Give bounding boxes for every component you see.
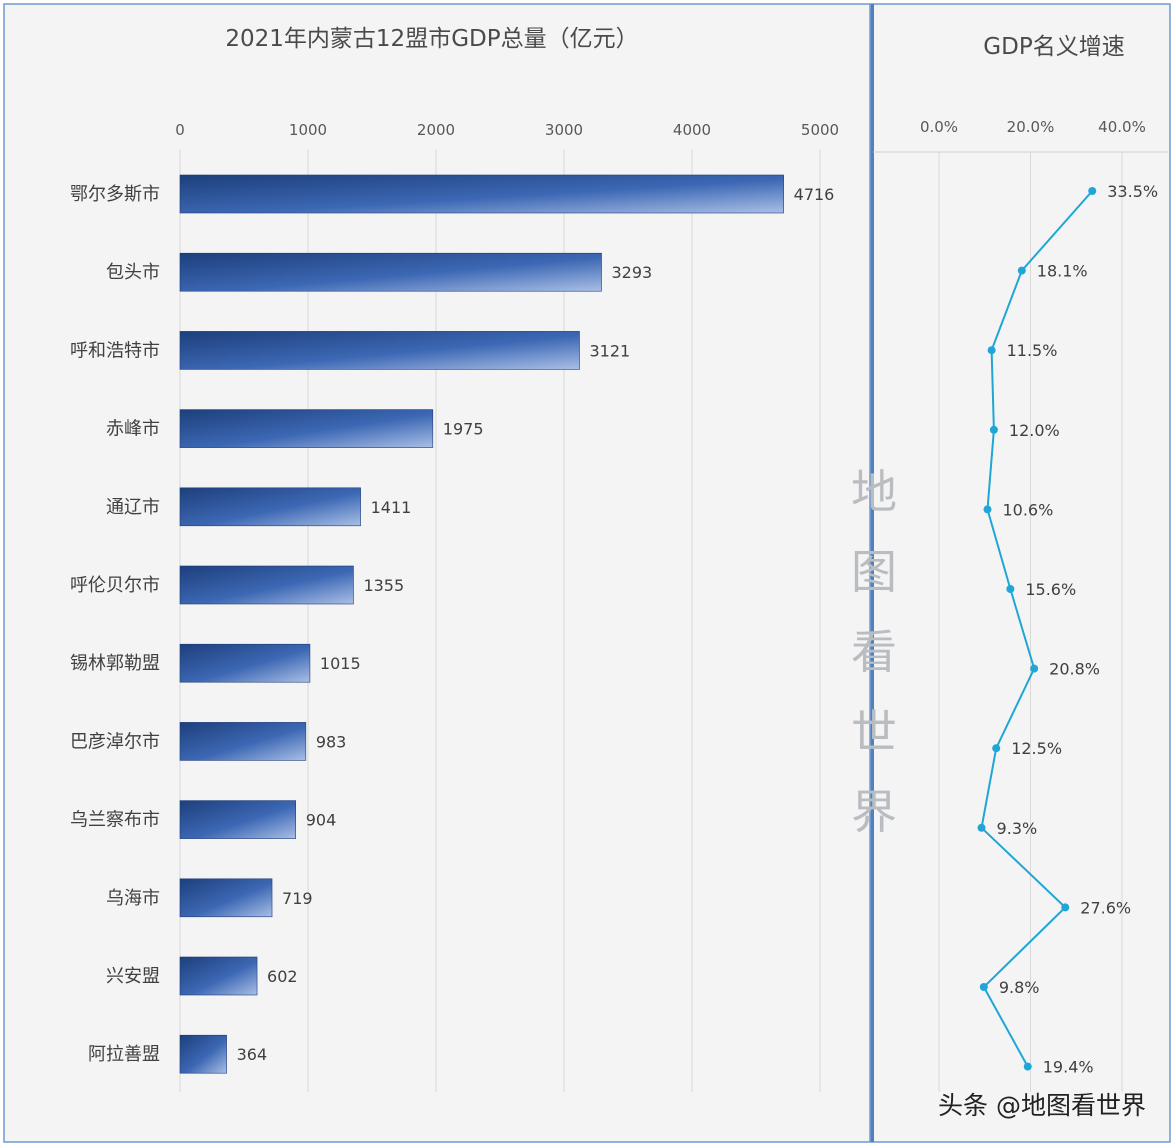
watermark-char: 图	[851, 545, 897, 599]
bar	[179, 722, 307, 761]
bar	[179, 565, 354, 605]
bar	[179, 331, 580, 370]
line-value-labels: 33.5% 18.1% 11.5% 12.0% 10.6% 15.6% 20.8% 12.5%…	[997, 182, 1159, 1077]
bar-tick-label: 3000	[545, 121, 583, 139]
line-tick-label: 0.0%	[920, 118, 958, 136]
category-label: 锡林郭勒盟	[70, 653, 160, 674]
bar-tick-label: 2000	[417, 121, 455, 139]
bar-value-label: 1411	[371, 498, 412, 517]
growth-point	[987, 346, 996, 355]
category-label: 包头市	[106, 262, 160, 283]
growth-value-label: 9.3%	[997, 819, 1038, 838]
bar-gridlines	[179, 150, 821, 1092]
growth-value-label: 20.8%	[1049, 660, 1100, 679]
line-axis-ticks: 0.0% 20.0% 40.0%	[920, 118, 1146, 136]
bar	[179, 800, 297, 839]
line-chart-title: GDP名义增速	[983, 34, 1124, 60]
growth-value-label: 12.0%	[1009, 421, 1060, 440]
bar-value-label: 1975	[443, 420, 484, 439]
category-label: 乌海市	[106, 888, 160, 909]
bar	[179, 174, 784, 214]
growth-line	[980, 190, 1094, 1068]
bar-value-label: 3293	[612, 263, 653, 282]
line-series	[977, 187, 1097, 1071]
bar	[179, 956, 258, 996]
growth-point	[977, 823, 986, 832]
bar	[179, 487, 361, 527]
growth-value-label: 19.4%	[1043, 1058, 1094, 1077]
watermark-char: 界	[851, 785, 897, 839]
category-label: 鄂尔多斯市	[70, 184, 160, 205]
bar-value-label: 1015	[320, 654, 361, 673]
growth-point	[979, 983, 988, 991]
bar-category-labels: 鄂尔多斯市包头市呼和浩特市赤峰市通辽市呼伦贝尔市锡林郭勒盟巴彦淖尔市乌兰察布市乌…	[70, 184, 160, 1065]
category-label: 通辽市	[106, 497, 160, 518]
watermark-char: 看	[851, 625, 897, 679]
line-tick-label: 20.0%	[1007, 118, 1055, 136]
bar	[179, 409, 434, 448]
bar	[179, 643, 311, 683]
growth-point	[1006, 585, 1015, 593]
category-label: 赤峰市	[106, 419, 160, 440]
bar-value-label: 719	[282, 889, 313, 908]
bar-value-label: 4716	[794, 185, 835, 204]
bar-value-label: 3121	[589, 341, 630, 360]
growth-point	[983, 505, 992, 514]
growth-value-label: 12.5%	[1011, 739, 1062, 758]
growth-value-label: 10.6%	[1002, 500, 1053, 519]
growth-value-label: 27.6%	[1080, 898, 1131, 917]
growth-point	[992, 744, 1001, 753]
growth-point	[989, 425, 998, 434]
category-label: 呼伦贝尔市	[70, 575, 160, 596]
growth-value-label: 9.8%	[999, 978, 1040, 997]
growth-value-label: 15.6%	[1025, 580, 1076, 599]
bar-tick-label: 4000	[673, 121, 711, 139]
growth-point	[1017, 266, 1026, 275]
category-label: 乌兰察布市	[70, 810, 160, 831]
bar-value-label: 983	[316, 732, 347, 751]
bar	[179, 1034, 227, 1074]
bar-tick-label: 1000	[289, 121, 327, 139]
growth-point	[1030, 664, 1039, 673]
growth-point	[1088, 187, 1097, 195]
watermark: 地图看世界	[851, 465, 897, 839]
category-label: 呼和浩特市	[70, 340, 160, 361]
line-tick-label: 40.0%	[1098, 118, 1146, 136]
growth-value-label: 33.5%	[1107, 182, 1158, 201]
watermark-char: 世	[851, 705, 897, 759]
category-label: 兴安盟	[106, 966, 160, 987]
bar-value-label: 904	[306, 811, 337, 830]
growth-point	[1061, 903, 1070, 912]
bar-tick-label: 5000	[801, 121, 839, 139]
bar-value-label: 1355	[363, 576, 404, 595]
category-label: 阿拉善盟	[88, 1044, 160, 1065]
credit-text: 头条 @地图看世界	[938, 1091, 1146, 1120]
watermark-char: 地	[851, 465, 897, 519]
line-panel	[870, 3, 1171, 1143]
growth-value-label: 18.1%	[1037, 262, 1088, 281]
bar	[179, 252, 602, 292]
line-gridlines	[873, 151, 1168, 1092]
bar-series	[179, 174, 784, 1074]
category-label: 巴彦淖尔市	[70, 731, 160, 752]
bar-value-label: 364	[237, 1045, 268, 1064]
growth-value-label: 11.5%	[1007, 341, 1058, 360]
bar	[179, 878, 273, 918]
bar-chart-title: 2021年内蒙古12盟市GDP总量（亿元）	[225, 26, 638, 52]
bar-value-labels: 4716 3293 3121 1975 1411 1355 1015 983 904 719 602…	[237, 185, 835, 1064]
bar-axis-ticks: 0 1000 2000 3000 4000 5000	[175, 121, 839, 139]
bar-value-label: 602	[267, 967, 298, 986]
growth-point	[1023, 1062, 1032, 1071]
bar-tick-label: 0	[175, 121, 185, 139]
